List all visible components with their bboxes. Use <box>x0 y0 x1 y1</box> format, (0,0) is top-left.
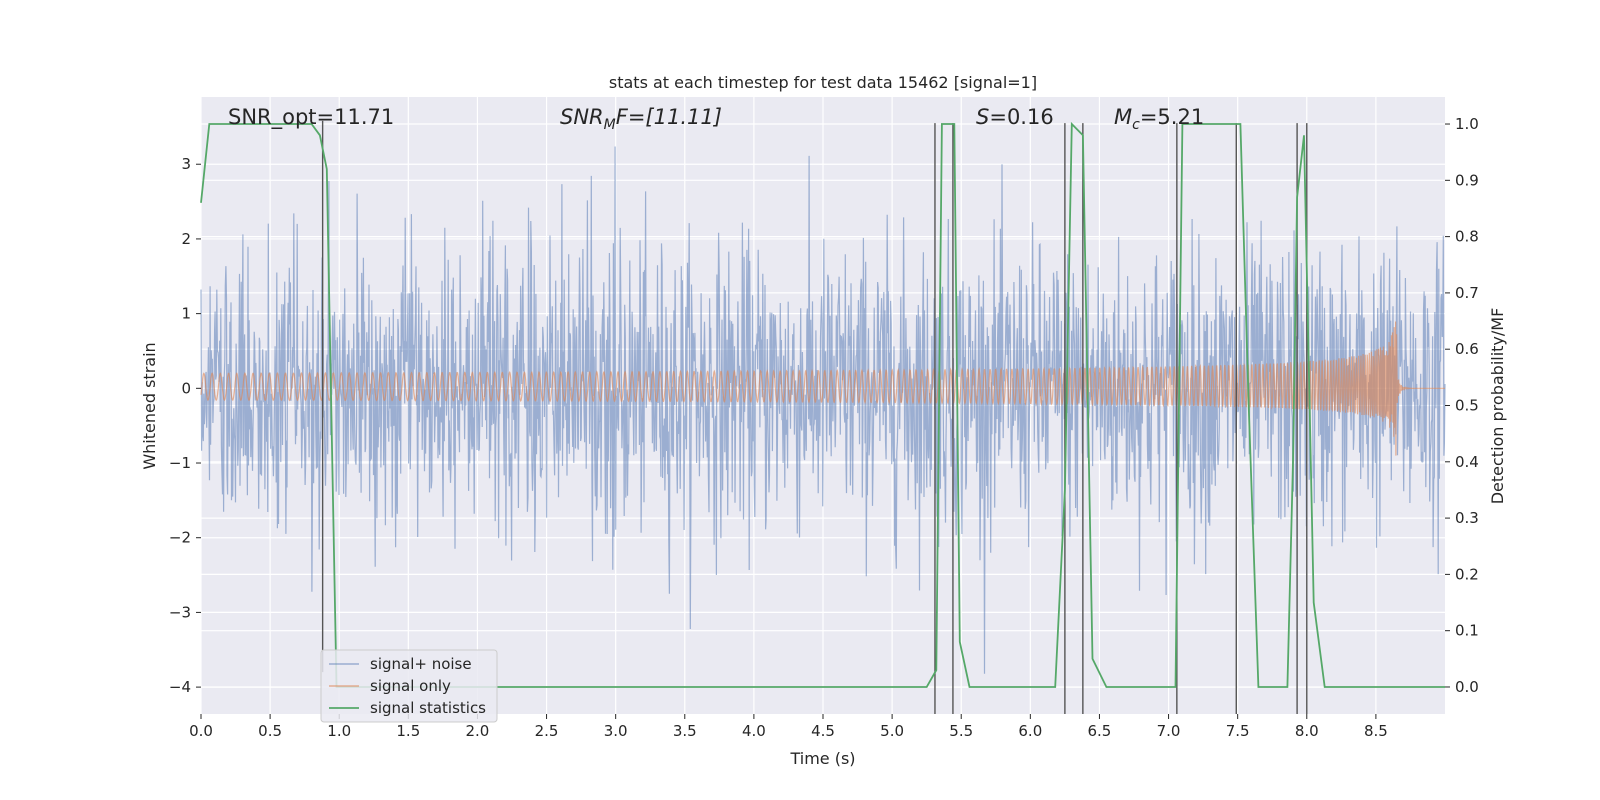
chirp-line <box>200 321 1445 456</box>
y2-axis-label: Detection probability/MF <box>1488 308 1507 505</box>
x-axis-label: Time (s) <box>789 749 855 768</box>
x-tick-label-8: 4.0 <box>742 722 766 740</box>
x-tick-label-0: 0.0 <box>189 722 213 740</box>
y-tick-label-2: 1 <box>181 305 191 323</box>
y2-tick-label-10: 0.0 <box>1455 678 1479 696</box>
y-tick-label-7: −4 <box>169 678 191 696</box>
annotation-mc-sub: c <box>1132 117 1140 133</box>
annotation-snr-mf: SNRMF=[11.11] <box>560 105 722 133</box>
y2-axis-ticks: 1.0 0.9 0.8 0.7 0.6 0.5 0.4 0.3 0.2 0.1 0.0 <box>1445 115 1479 696</box>
legend: signal+ noise signal only signal statist… <box>320 649 498 723</box>
y2-tick-label-4: 0.6 <box>1455 340 1479 358</box>
x-tick-label-12: 6.0 <box>1018 722 1042 740</box>
x-tick-label-2: 1.0 <box>327 722 351 740</box>
annotation-snr-mf-sub: M <box>604 117 616 133</box>
x-tick-label-14: 7.0 <box>1157 722 1181 740</box>
series-signal-only <box>200 321 1445 456</box>
y2-tick-label-6: 0.4 <box>1455 453 1479 471</box>
x-tick-label-9: 4.5 <box>811 722 835 740</box>
annotation-s-name: S <box>976 105 989 129</box>
legend-label-signal-statistics: signal statistics <box>370 699 486 717</box>
y2-tick-label-2: 0.8 <box>1455 228 1479 246</box>
y2-tick-label-8: 0.2 <box>1455 565 1479 583</box>
x-tick-label-1: 0.5 <box>258 722 282 740</box>
x-tick-label-15: 7.5 <box>1226 722 1250 740</box>
x-tick-label-13: 6.5 <box>1088 722 1112 740</box>
y-tick-label-4: −1 <box>169 454 191 472</box>
annotation-snr-mf-rest: F=[11.11] <box>616 105 722 129</box>
x-tick-label-10: 5.0 <box>880 722 904 740</box>
x-tick-label-6: 3.0 <box>604 722 628 740</box>
annotation-snr-opt: SNR_opt=11.71 <box>228 105 394 130</box>
x-tick-label-3: 1.5 <box>396 722 420 740</box>
x-tick-label-4: 2.0 <box>466 722 490 740</box>
y-tick-label-3: 0 <box>181 379 191 397</box>
x-tick-label-7: 3.5 <box>673 722 697 740</box>
y-axis-label: Whitened strain <box>140 342 159 469</box>
annotation-snr-mf-name: SNR <box>560 105 604 129</box>
annotation-mc: Mc=5.21 <box>1114 105 1204 133</box>
legend-label-signal-only: signal only <box>370 677 451 695</box>
y2-tick-label-3: 0.7 <box>1455 284 1479 302</box>
x-tick-label-11: 5.5 <box>949 722 973 740</box>
series-signal-statistics <box>200 121 1445 688</box>
x-tick-label-17: 8.5 <box>1364 722 1388 740</box>
probability-line <box>200 121 1445 688</box>
legend-label-signal-plus-noise: signal+ noise <box>370 655 472 673</box>
y2-tick-label-0: 1.0 <box>1455 115 1479 133</box>
y-tick-label-6: −3 <box>169 603 191 621</box>
legend-box <box>320 649 498 723</box>
detection-vertical-lines <box>321 120 1308 714</box>
annotation-mc-name: M <box>1114 105 1132 129</box>
y2-tick-label-1: 0.9 <box>1455 171 1479 189</box>
annotation-s: S=0.16 <box>976 105 1054 129</box>
annotation-s-rest: =0.16 <box>989 105 1053 129</box>
y-axis-ticks: 3 2 1 0 −1 −2 −3 −4 <box>169 155 201 696</box>
y-tick-label-1: 2 <box>181 230 191 248</box>
y-tick-label-5: −2 <box>169 529 191 547</box>
y2-tick-label-7: 0.3 <box>1455 509 1479 527</box>
y2-tick-label-5: 0.5 <box>1455 397 1479 415</box>
y-tick-label-0: 3 <box>181 155 191 173</box>
x-tick-label-16: 8.0 <box>1295 722 1319 740</box>
x-axis-ticks: 0.0 0.5 1.0 1.5 2.0 2.5 3.0 3.5 4.0 4.5 5.0 5.5 6.0 6… <box>189 714 1388 740</box>
chart-title: stats at each timestep for test data 154… <box>609 73 1037 92</box>
y2-tick-label-9: 0.1 <box>1455 622 1479 640</box>
x-tick-label-5: 2.5 <box>535 722 559 740</box>
annotation-mc-rest: =5.21 <box>1140 105 1204 129</box>
